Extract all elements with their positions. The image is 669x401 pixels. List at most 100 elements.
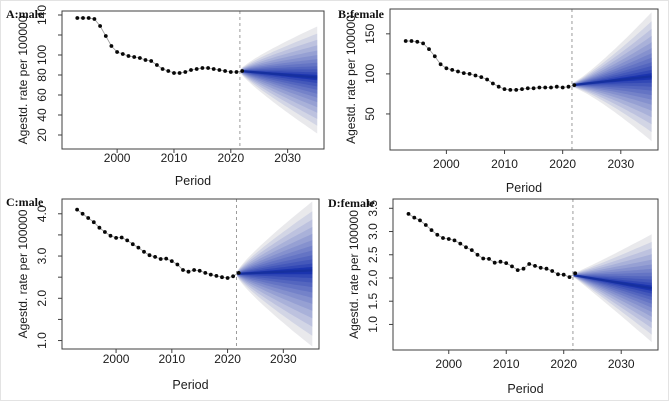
observed-data-point xyxy=(450,68,455,72)
x-tick-label: 2030 xyxy=(274,151,301,165)
observed-data-point xyxy=(435,232,440,237)
observed-data-point xyxy=(220,275,224,280)
x-tick-label: 2030 xyxy=(608,357,635,371)
observed-data-point xyxy=(153,255,158,259)
observed-data-point xyxy=(444,66,449,71)
x-tick-label: 2000 xyxy=(104,151,131,165)
observed-data-point xyxy=(136,245,141,250)
observed-data-point xyxy=(240,69,245,73)
observed-data-point xyxy=(91,220,96,225)
observed-data-point xyxy=(498,259,503,264)
observed-data-point xyxy=(467,72,472,76)
fan-band xyxy=(573,275,652,294)
x-tick-label: 2010 xyxy=(493,357,520,371)
observed-data-point xyxy=(75,207,79,212)
observed-data-point xyxy=(446,237,451,241)
plot-box xyxy=(392,198,659,351)
observed-data-point xyxy=(473,73,478,78)
observed-data-point xyxy=(423,223,428,227)
observed-data-point xyxy=(441,236,445,240)
observed-data-point xyxy=(421,41,425,46)
observed-data-point xyxy=(531,86,536,91)
observed-series-line xyxy=(77,17,243,74)
observed-data-point xyxy=(86,216,91,220)
observed-data-point xyxy=(481,256,486,261)
x-axis-title: Period xyxy=(175,174,211,188)
observed-data-point xyxy=(469,248,474,253)
plot-box xyxy=(61,10,325,150)
observed-data-point xyxy=(475,252,480,257)
panel-a-chart: 2000 2010 2020 203020406080100140PeriodAges… xyxy=(6,5,325,188)
observed-data-point xyxy=(487,257,491,261)
observed-data-point xyxy=(80,211,85,216)
observed-data-point xyxy=(525,86,530,91)
y-tick-label: 100 xyxy=(363,64,377,84)
observed-data-point xyxy=(527,262,532,266)
observed-data-point xyxy=(549,85,553,90)
observed-data-point xyxy=(183,70,188,74)
observed-data-point xyxy=(194,67,199,71)
observed-data-point xyxy=(214,274,219,278)
x-tick-label: 2030 xyxy=(270,352,297,366)
observed-data-point xyxy=(496,84,501,89)
observed-data-point xyxy=(543,85,548,90)
observed-data-point xyxy=(573,271,578,276)
observed-data-point xyxy=(567,275,572,279)
observed-data-point xyxy=(143,58,148,62)
observed-data-point xyxy=(115,50,119,54)
observed-data-point xyxy=(508,88,513,92)
observed-data-point xyxy=(175,262,180,267)
x-axis-title: Period xyxy=(506,181,542,195)
observed-data-point xyxy=(155,63,159,67)
observed-data-point xyxy=(108,233,113,238)
y-tick-label: 40 xyxy=(35,108,49,122)
observed-data-point xyxy=(197,268,202,273)
observed-data-point xyxy=(456,69,460,74)
y-tick-label: 20 xyxy=(35,128,49,142)
fan-median-line xyxy=(237,269,313,275)
x-tick-label: 2000 xyxy=(433,157,460,171)
observed-data-point xyxy=(464,245,468,250)
panel-title: A:male xyxy=(6,7,44,21)
observed-data-point xyxy=(418,218,422,223)
observed-data-point xyxy=(409,39,414,43)
x-tick-label: 2000 xyxy=(103,352,130,366)
x-axis-title: Period xyxy=(172,378,208,392)
observed-data-point xyxy=(554,84,559,89)
observed-series-line xyxy=(405,40,575,91)
observed-data-point xyxy=(485,77,489,82)
panel-title: C:male xyxy=(6,195,44,209)
observed-data-point xyxy=(126,54,131,58)
y-axis-title: Agestd. rate per 100000 xyxy=(347,210,361,339)
observed-data-point xyxy=(560,85,565,90)
fan-median-line xyxy=(240,69,318,79)
observed-data-point xyxy=(158,257,163,261)
observed-data-point xyxy=(147,253,152,258)
observed-data-point xyxy=(406,212,411,216)
observed-data-point xyxy=(119,235,124,240)
y-tick-label: 60 xyxy=(35,88,49,102)
observed-data-point xyxy=(492,260,497,265)
x-tick-label: 2000 xyxy=(435,357,462,371)
observed-data-point xyxy=(458,241,463,246)
observed-data-point xyxy=(432,54,437,59)
y-axis-title: Agestd. rate per 100000 xyxy=(16,209,30,338)
fan-band xyxy=(573,274,652,297)
observed-series-line xyxy=(76,209,239,279)
observed-data-point xyxy=(561,272,566,277)
observed-data-point xyxy=(228,70,233,74)
fan-band xyxy=(572,69,652,86)
observed-data-point xyxy=(537,85,542,90)
observed-series-line xyxy=(408,213,576,278)
observed-data-point xyxy=(172,71,176,75)
observed-data-point xyxy=(181,268,185,272)
y-tick-label: 1.5 xyxy=(366,293,380,310)
y-tick-label: 2.5 xyxy=(366,246,380,263)
plot-box xyxy=(389,8,659,151)
observed-data-point xyxy=(429,228,434,233)
y-tick-label: 150 xyxy=(363,24,377,44)
observed-data-point xyxy=(208,272,213,277)
observed-data-point xyxy=(166,69,171,73)
observed-data-point xyxy=(81,16,85,20)
observed-data-point xyxy=(149,59,154,63)
